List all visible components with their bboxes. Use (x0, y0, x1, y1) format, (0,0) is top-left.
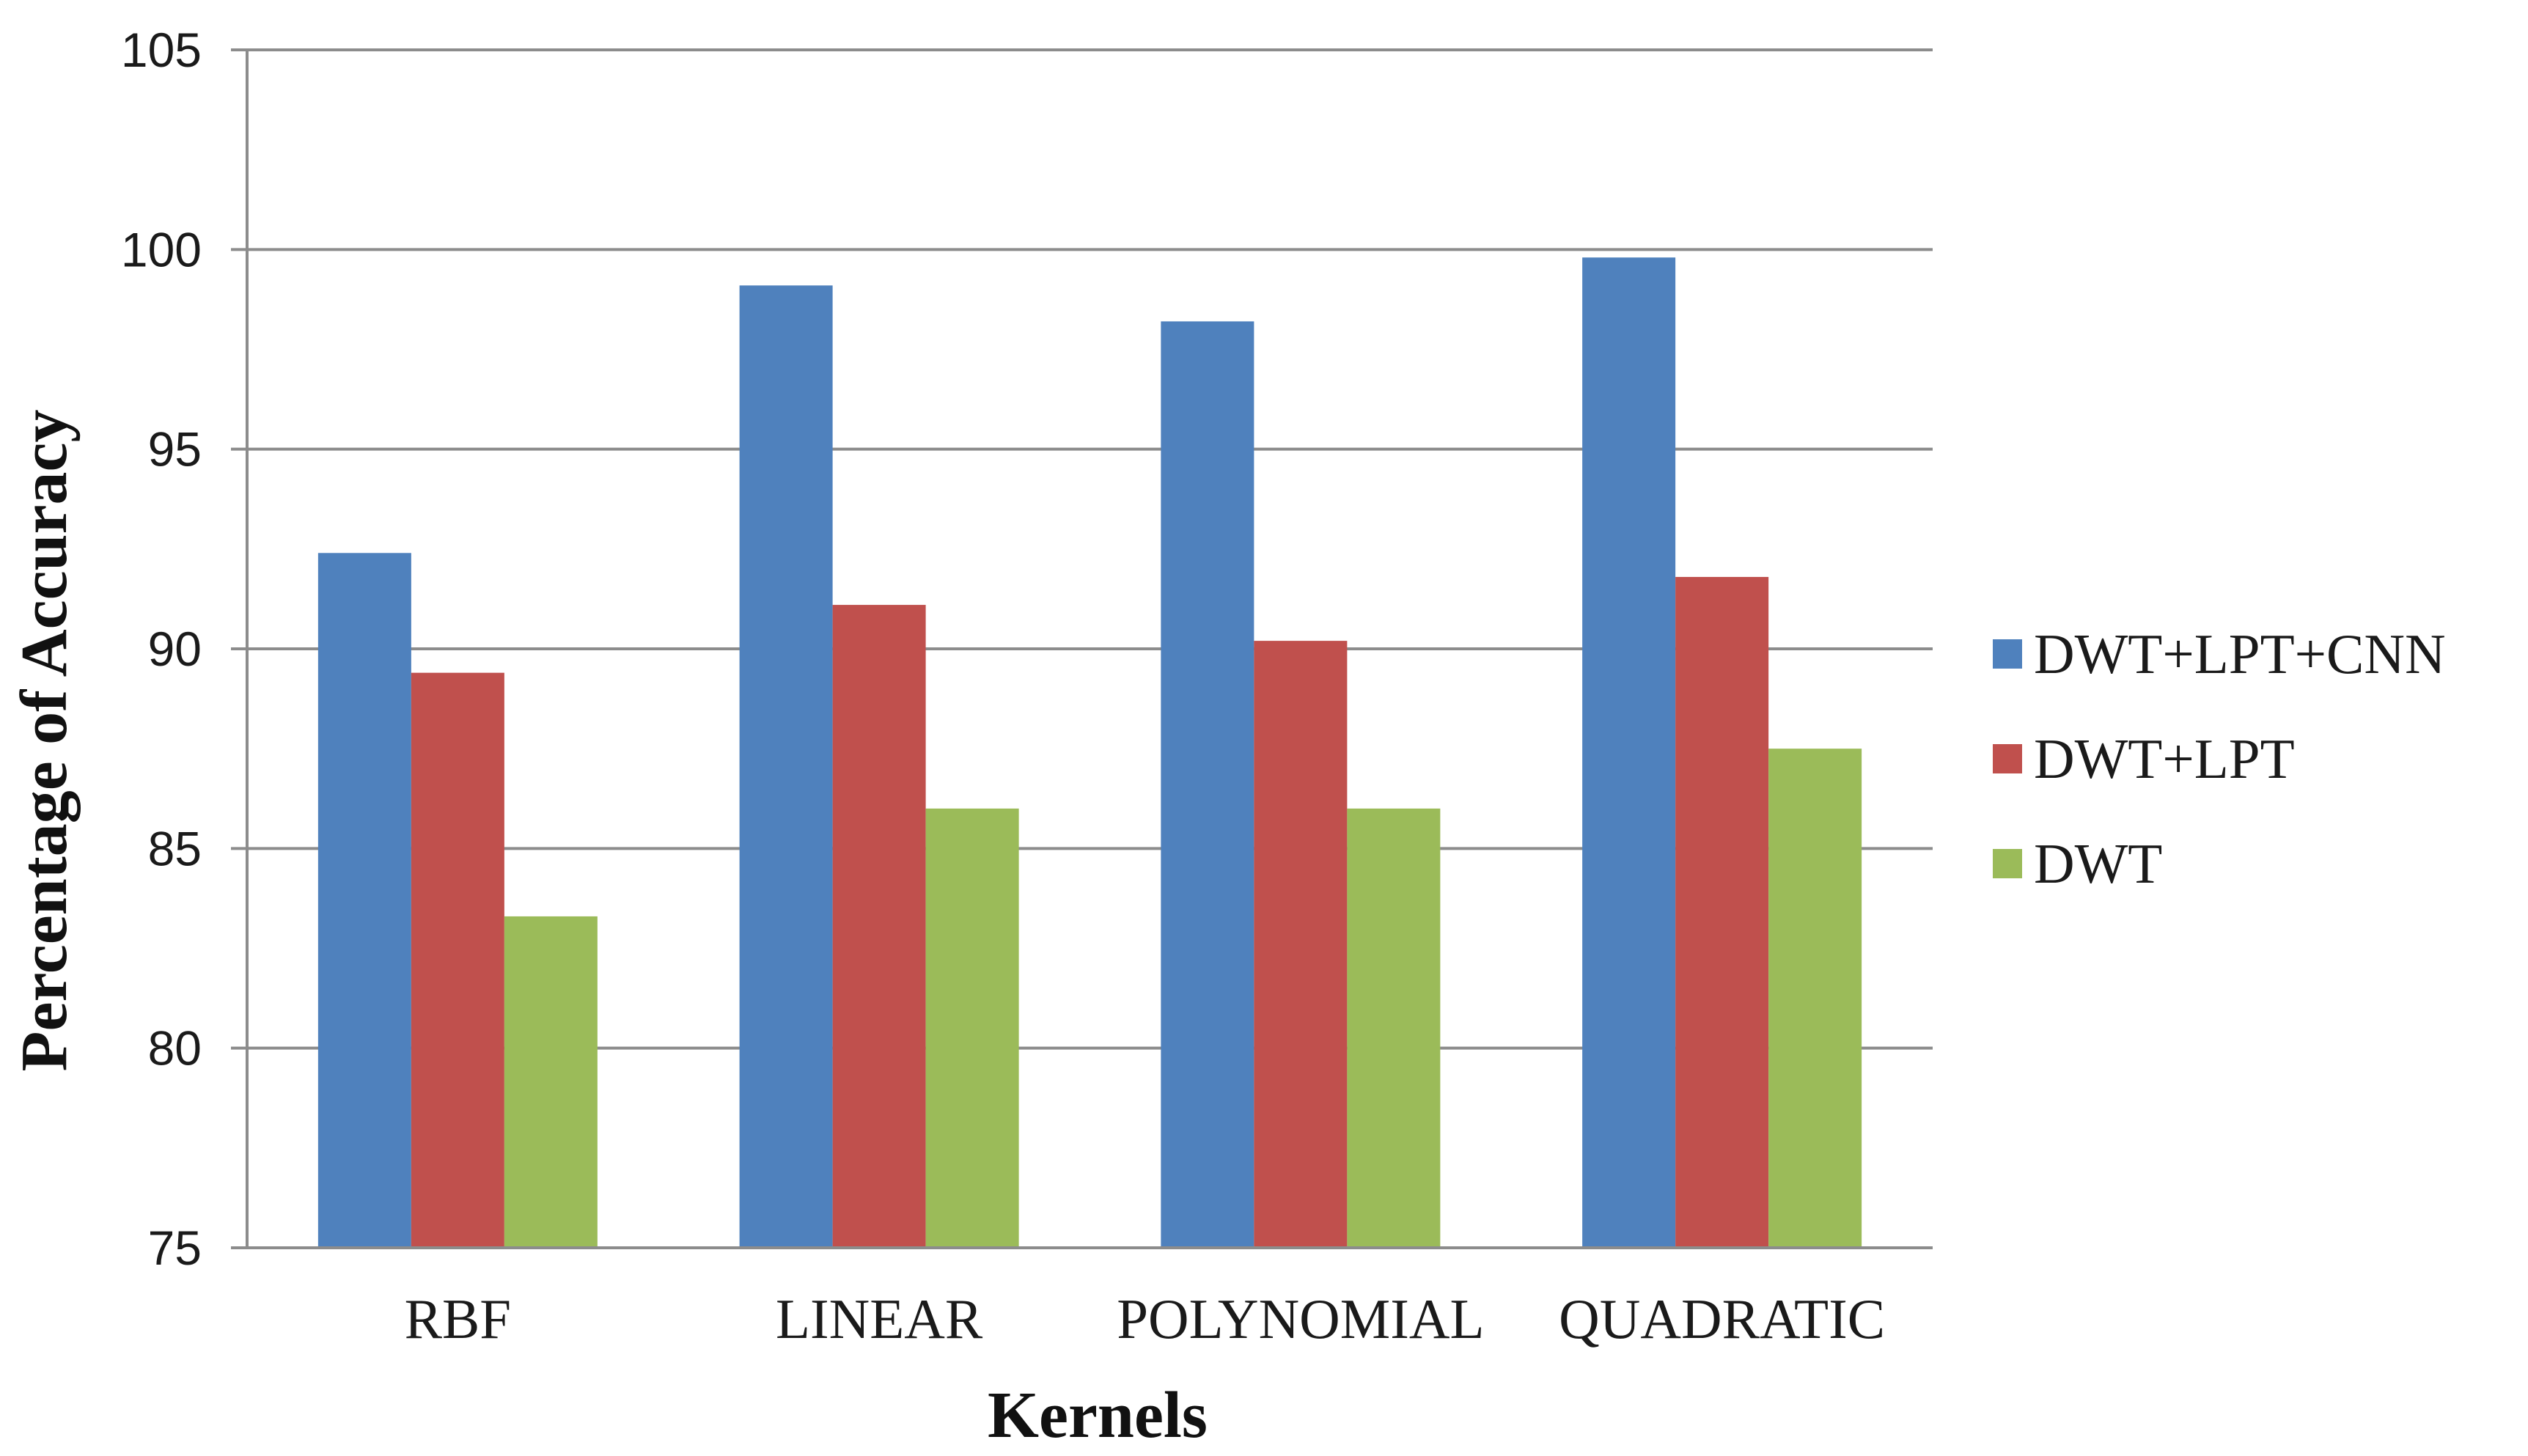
y-tick-labels: 75 80 85 90 95 100 105 (121, 23, 202, 1275)
legend-label: DWT (2034, 832, 2162, 895)
bar-polynomial-2 (1347, 808, 1441, 1248)
x-tick-label: RBF (405, 1287, 512, 1350)
bar-rbf-1 (411, 672, 504, 1248)
y-tick-label: 80 (148, 1021, 202, 1076)
bar-rbf-2 (504, 916, 598, 1248)
bar-linear-2 (925, 808, 1019, 1248)
y-tick-label: 90 (148, 622, 202, 676)
legend-swatch (1993, 639, 2022, 669)
x-tick-labels: RBF LINEAR POLYNOMIAL QUADRATIC (405, 1287, 1885, 1350)
y-tick-label: 85 (148, 821, 202, 875)
bar-rbf-0 (317, 553, 411, 1248)
bars (317, 257, 1862, 1249)
x-tick-label: QUADRATIC (1559, 1287, 1885, 1350)
bar-polynomial-0 (1161, 321, 1254, 1249)
legend-swatch (1993, 849, 2022, 878)
bar-quadratic-0 (1582, 257, 1676, 1248)
x-tick-label: LINEAR (776, 1287, 983, 1350)
legend-swatch (1993, 744, 2022, 773)
y-tick-label: 105 (121, 23, 202, 77)
bar-quadratic-1 (1675, 576, 1769, 1248)
legend-label: DWT+LPT+CNN (2034, 622, 2446, 685)
bar-linear-1 (832, 605, 926, 1248)
y-tick-label: 95 (148, 422, 202, 477)
axes (231, 50, 1933, 1249)
x-tick-label: POLYNOMIAL (1117, 1287, 1484, 1350)
x-axis-title: Kernels (988, 1379, 1208, 1452)
bar-quadratic-2 (1768, 749, 1862, 1248)
y-axis-title: Percentage of Accuracy (8, 410, 81, 1072)
y-tick-label: 100 (121, 222, 202, 276)
legend: DWT+LPT+CNN DWT+LPT DWT (1993, 622, 2446, 895)
bar-linear-0 (739, 285, 833, 1249)
y-tick-label: 75 (148, 1221, 202, 1275)
legend-label: DWT+LPT (2034, 727, 2295, 790)
bar-polynomial-1 (1254, 641, 1348, 1248)
